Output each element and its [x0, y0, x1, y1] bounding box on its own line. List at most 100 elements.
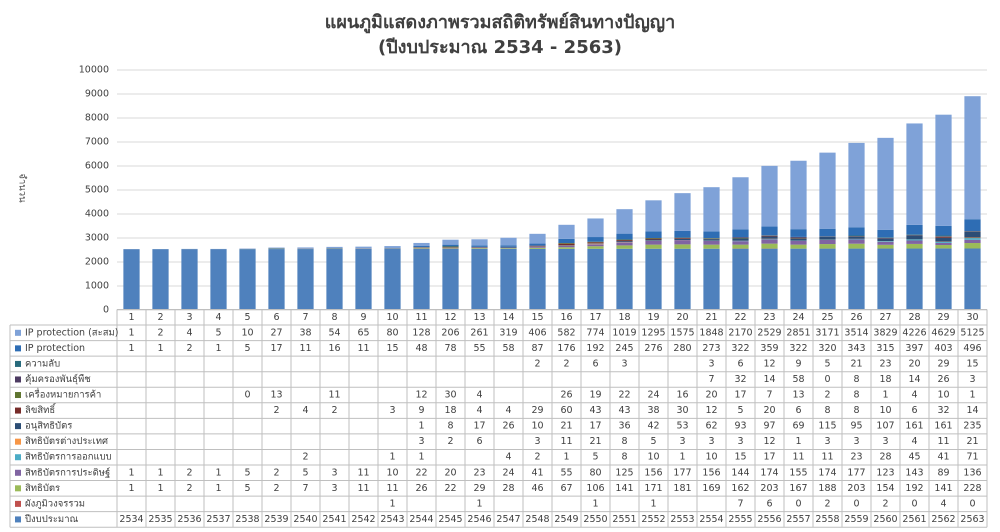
- table-value: 143: [905, 467, 923, 478]
- x-tick-label: 29: [937, 312, 949, 323]
- table-value: 71: [966, 452, 978, 463]
- table-value: 2562: [931, 514, 955, 525]
- table-value: 319: [499, 327, 517, 338]
- bar-segment: [413, 248, 430, 249]
- table-value: 10: [879, 405, 891, 416]
- table-value: 1575: [670, 327, 694, 338]
- table-value: 2557: [786, 514, 810, 525]
- table-value: 55: [560, 467, 572, 478]
- table-value: 5125: [960, 327, 984, 338]
- table-value: 1: [476, 498, 482, 509]
- bar-segment: [819, 228, 836, 237]
- bar-segment: [645, 244, 662, 249]
- table-value: 11: [937, 436, 949, 447]
- x-tick-label: 10: [386, 312, 398, 323]
- table-value: 115: [818, 421, 836, 432]
- table-value: 3: [708, 358, 714, 369]
- bar-segment: [413, 248, 430, 310]
- table-value: 29: [937, 358, 949, 369]
- bar-segment: [732, 238, 749, 241]
- bar-segment: [790, 240, 807, 245]
- bar-segment: [906, 235, 923, 240]
- bar-segment: [616, 233, 633, 240]
- bar-segment: [761, 226, 778, 236]
- table-value: 156: [702, 467, 720, 478]
- x-tick-label: 26: [850, 312, 862, 323]
- bar-segment: [529, 245, 546, 247]
- table-value: 188: [818, 483, 836, 494]
- table-value: 2: [273, 483, 279, 494]
- x-tick-label: 16: [560, 312, 572, 323]
- table-value: 4226: [902, 327, 926, 338]
- bar-segment: [964, 243, 981, 249]
- table-value: 2540: [293, 514, 317, 525]
- bar-segment: [674, 244, 691, 249]
- table-value: 13: [792, 390, 804, 401]
- table-value: 18: [879, 374, 891, 385]
- bar-segment: [848, 227, 865, 236]
- x-tick-label: 30: [966, 312, 978, 323]
- y-tick-label: 2000: [85, 257, 109, 268]
- table-value: 46: [531, 483, 543, 494]
- bar-segment: [471, 248, 488, 249]
- x-tick-label: 2: [157, 312, 163, 323]
- table-value: 406: [528, 327, 546, 338]
- table-value: 5: [650, 436, 656, 447]
- table-value: 15: [386, 343, 398, 354]
- bar-segment: [790, 160, 807, 230]
- legend-label: สิทธิบัตรการออกแบบ: [25, 452, 112, 463]
- table-value: 65: [357, 327, 369, 338]
- x-tick-label: 8: [331, 312, 337, 323]
- bar-segment: [935, 235, 952, 237]
- table-value: 192: [586, 343, 604, 354]
- table-value: 32: [734, 374, 746, 385]
- bar-segment: [587, 218, 604, 238]
- table-value: 5: [215, 327, 221, 338]
- bar-segment: [471, 239, 488, 246]
- table-value: 2: [273, 405, 279, 416]
- bar-segment: [442, 248, 459, 249]
- bar-segment: [123, 249, 140, 310]
- table-value: 69: [792, 421, 804, 432]
- bar-segment: [848, 235, 865, 236]
- bar-segment: [877, 241, 894, 245]
- table-value: 177: [847, 467, 865, 478]
- table-value: 42: [647, 421, 659, 432]
- table-value: 774: [586, 327, 604, 338]
- table-value: 8: [621, 452, 627, 463]
- table-value: 2555: [728, 514, 752, 525]
- bar-segment: [935, 114, 952, 226]
- x-tick-label: 19: [647, 312, 659, 323]
- bar-segment: [819, 248, 836, 310]
- table-value: 36: [618, 421, 630, 432]
- table-value: 322: [731, 343, 749, 354]
- table-value: 322: [789, 343, 807, 354]
- table-value: 43: [618, 405, 630, 416]
- table-value: 2: [447, 436, 453, 447]
- table-value: 136: [963, 467, 981, 478]
- table-value: 3: [679, 436, 685, 447]
- bar-segment: [587, 246, 604, 249]
- bar-segment: [471, 245, 488, 247]
- x-tick-label: 5: [244, 312, 250, 323]
- bar-segment: [558, 245, 575, 248]
- bar-segment: [500, 248, 517, 310]
- table-value: 5: [244, 467, 250, 478]
- table-value: 3: [882, 436, 888, 447]
- table-value: 2556: [757, 514, 781, 525]
- bar-segment: [848, 238, 865, 240]
- bar-segment: [384, 246, 401, 248]
- bar-segment: [848, 239, 865, 244]
- table-value: 245: [615, 343, 633, 354]
- bar-segment: [442, 248, 459, 310]
- table-value: 26: [937, 374, 949, 385]
- table-value: 21: [589, 436, 601, 447]
- table-value: 192: [905, 483, 923, 494]
- bar-segment: [558, 247, 575, 249]
- x-tick-label: 17: [589, 312, 601, 323]
- x-tick-label: 24: [792, 312, 804, 323]
- bar-segment: [471, 248, 488, 310]
- table-value: 2545: [438, 514, 462, 525]
- legend-label: สิทธิบัตรการประดิษฐ์: [25, 466, 110, 478]
- table-value: 1: [128, 343, 134, 354]
